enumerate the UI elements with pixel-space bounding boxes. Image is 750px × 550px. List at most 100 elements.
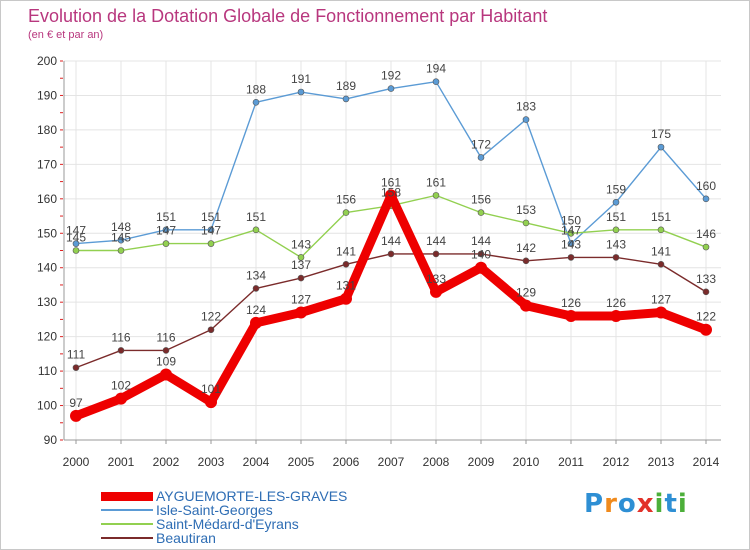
data-point-isle-2011: [567, 240, 575, 247]
data-label-isle-2010: 183: [516, 100, 536, 114]
chart-subtitle: (en € et par an): [28, 29, 104, 41]
x-tick-label-2014: 2014: [693, 455, 720, 469]
data-label-smed-2006: 156: [336, 193, 356, 207]
y-tick-label-120: 120: [37, 330, 57, 344]
legend-label-saint-medard: Saint-Médard-d'Eyrans: [156, 516, 299, 532]
data-label-beau-2003: 122: [201, 310, 221, 324]
x-tick-label-2013: 2013: [648, 455, 675, 469]
x-tick-label-2006: 2006: [333, 455, 360, 469]
data-label-ayg-2001: 102: [111, 379, 131, 393]
data-label-smed-2011: 150: [561, 213, 581, 227]
data-point-isle-2007: [387, 85, 395, 92]
logo-letter: t: [664, 489, 678, 519]
data-point-ayg-2005: [295, 306, 307, 319]
data-point-beau-2011: [567, 254, 575, 261]
legend-label-isle-saint-georges: Isle-Saint-Georges: [156, 502, 273, 518]
data-label-ayg-2005: 127: [291, 293, 311, 307]
data-point-beau-2003: [207, 326, 215, 334]
data-label-isle-2014: 160: [696, 179, 716, 193]
data-label-ayg-2000: 97: [69, 396, 83, 410]
data-point-ayg-2012: [610, 309, 622, 322]
data-point-smed-2003: [207, 240, 215, 247]
data-label-smed-2012: 151: [606, 210, 626, 224]
data-label-smed-2009: 156: [471, 193, 491, 207]
x-tick-label-2008: 2008: [423, 455, 450, 469]
data-label-beau-2001: 116: [111, 330, 130, 344]
data-point-smed-2011: [567, 229, 575, 237]
data-point-isle-2014: [702, 195, 710, 203]
y-tick-label-160: 160: [37, 192, 57, 206]
data-point-smed-2006: [342, 209, 350, 216]
data-point-beau-2010: [522, 257, 530, 265]
logo-letter: x: [636, 489, 655, 519]
series-isle: [72, 78, 710, 247]
logo-letter: r: [604, 489, 618, 519]
data-point-ayg-2011: [565, 309, 577, 322]
y-tick-label-100: 100: [37, 399, 57, 413]
data-point-ayg-2001: [115, 392, 127, 405]
x-tick-label-2011: 2011: [558, 455, 584, 469]
data-label-smed-2003: 147: [201, 224, 221, 238]
data-point-beau-2004: [252, 285, 260, 292]
x-tick-label-2003: 2003: [198, 455, 225, 469]
data-point-smed-2002: [162, 240, 170, 247]
data-label-beau-2013: 141: [651, 244, 671, 258]
data-label-isle-2011: 147: [561, 224, 581, 238]
y-tick-label-170: 170: [37, 157, 57, 171]
y-tick-label-130: 130: [37, 295, 57, 309]
data-label-smed-2002: 147: [156, 224, 176, 238]
data-label-ayg-2007: 161: [381, 175, 401, 189]
legend-swatch-saint-medard: [101, 523, 153, 525]
data-label-smed-2001: 145: [111, 231, 131, 245]
legend-swatch-beautiran: [101, 537, 153, 539]
x-tick-label-2007: 2007: [378, 455, 405, 469]
legend-swatch-isle-saint-georges: [101, 509, 153, 511]
data-label-beau-2014: 133: [696, 272, 716, 286]
data-label-beau-2004: 134: [246, 268, 266, 282]
data-point-isle-2005: [297, 88, 305, 96]
logo-letter: i: [654, 489, 665, 519]
data-label-isle-2005: 191: [291, 72, 311, 86]
data-point-beau-2001: [117, 347, 125, 354]
y-tick-label-90: 90: [44, 433, 58, 447]
y-tick-label-110: 110: [38, 364, 57, 378]
logo-letter: P: [584, 489, 605, 519]
y-tick-label-200: 200: [37, 54, 57, 68]
data-label-smed-2014: 146: [696, 227, 716, 241]
proxiti-logo: Proxiti: [584, 489, 688, 519]
data-point-isle-2006: [342, 95, 350, 103]
series-beau: [72, 250, 710, 371]
data-point-ayg-2006: [340, 292, 352, 305]
data-point-ayg-2009: [475, 261, 487, 274]
data-point-smed-2000: [72, 247, 80, 254]
data-label-ayg-2014: 122: [696, 310, 716, 324]
data-label-ayg-2008: 133: [426, 272, 446, 286]
data-point-smed-2014: [702, 243, 710, 251]
data-point-smed-2008: [432, 192, 440, 199]
data-point-ayg-2014: [700, 323, 712, 336]
data-point-beau-2007: [387, 250, 395, 258]
data-label-ayg-2013: 127: [651, 293, 671, 307]
data-label-beau-2009: 144: [471, 234, 491, 248]
data-label-smed-2008: 161: [426, 175, 446, 189]
data-label-smed-2013: 151: [651, 210, 671, 224]
y-tick-label-190: 190: [37, 88, 57, 102]
data-point-ayg-2007: [385, 189, 397, 202]
legend-label-beautiran: Beautiran: [156, 530, 216, 546]
data-label-isle-2012: 159: [606, 182, 626, 196]
legend-swatch-ayguemorte: [101, 492, 153, 501]
data-point-smed-2001: [117, 247, 125, 254]
data-label-isle-2007: 192: [381, 69, 401, 83]
data-point-ayg-2004: [250, 316, 262, 329]
data-label-beau-2011: 143: [561, 237, 581, 251]
data-label-ayg-2011: 126: [561, 296, 581, 310]
data-label-beau-2006: 141: [336, 244, 356, 258]
data-label-isle-2013: 175: [651, 127, 671, 141]
data-point-isle-2004: [252, 99, 260, 106]
data-label-ayg-2006: 131: [336, 279, 356, 293]
data-label-smed-2004: 151: [246, 210, 266, 224]
data-label-isle-2002: 151: [156, 210, 176, 224]
data-point-ayg-2010: [520, 299, 532, 312]
data-point-smed-2013: [657, 226, 665, 234]
